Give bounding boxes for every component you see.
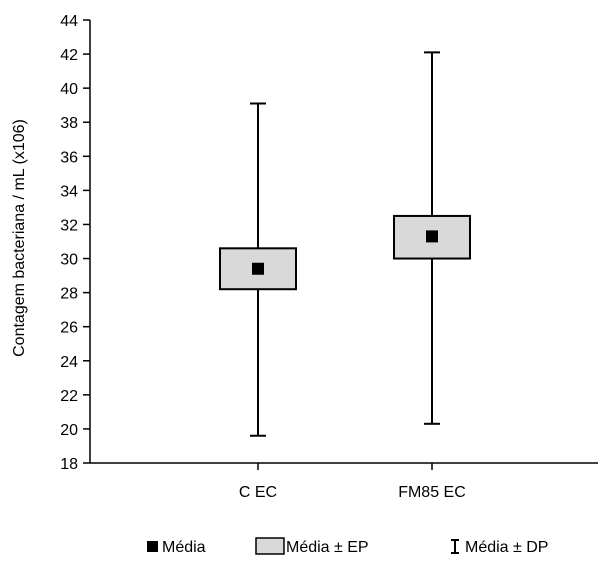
y-tick-label: 22 bbox=[60, 388, 78, 405]
y-tick-label: 42 bbox=[60, 47, 78, 64]
mean-marker bbox=[252, 262, 264, 275]
y-tick-label: 28 bbox=[60, 286, 78, 303]
y-tick-label: 18 bbox=[60, 456, 78, 473]
y-tick-label: 44 bbox=[60, 13, 78, 30]
y-tick-label: 34 bbox=[60, 183, 78, 200]
legend-mean-marker bbox=[147, 541, 158, 552]
legend-se-label: Média ± EP bbox=[286, 539, 369, 556]
y-axis-ticks: 18 20 22 24 26 28 30 32 34 36 38 40 42 44 bbox=[60, 13, 90, 473]
box-group bbox=[393, 51, 471, 425]
legend: Média Média ± EP Média ± DP bbox=[147, 537, 548, 556]
y-tick-label: 38 bbox=[60, 115, 78, 132]
x-tick-label: FM85 EC bbox=[398, 484, 466, 501]
legend-sd-label: Média ± DP bbox=[465, 539, 548, 556]
se-box bbox=[219, 247, 297, 291]
y-tick-label: 32 bbox=[60, 217, 78, 234]
y-tick-label: 40 bbox=[60, 81, 78, 98]
y-tick-label: 30 bbox=[60, 252, 78, 269]
y-tick-label: 24 bbox=[60, 354, 78, 371]
y-tick-label: 26 bbox=[60, 320, 78, 337]
x-axis-ticks: C EC FM85 EC bbox=[239, 463, 466, 501]
y-tick-label: 20 bbox=[60, 422, 78, 439]
box-group bbox=[219, 102, 297, 437]
legend-sd-whisker-icon bbox=[451, 539, 459, 554]
x-tick-label: C EC bbox=[239, 484, 277, 501]
y-tick-label: 36 bbox=[60, 149, 78, 166]
y-axis-label: Contagem bacteriana / mL (x106) bbox=[11, 119, 28, 357]
legend-mean-label: Média bbox=[162, 539, 206, 556]
legend-se-box bbox=[255, 537, 285, 555]
mean-marker bbox=[426, 230, 438, 243]
plot-area bbox=[219, 51, 471, 437]
